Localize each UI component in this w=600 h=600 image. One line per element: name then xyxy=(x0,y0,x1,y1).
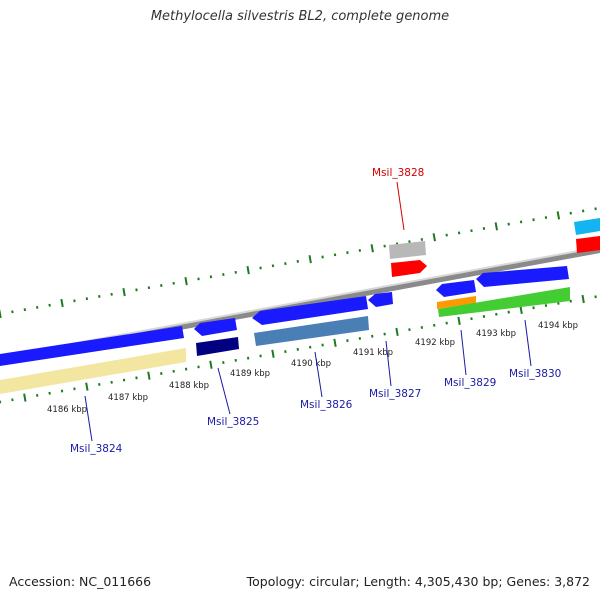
major-tick xyxy=(122,287,126,297)
major-tick xyxy=(370,244,374,253)
map-title: Methylocella silvestris BL2, complete ge… xyxy=(150,9,450,24)
scale-label: 4190 kbp xyxy=(291,359,331,369)
gene-arrow-3824 xyxy=(0,326,184,366)
highlight-features xyxy=(389,241,427,277)
major-tick xyxy=(60,298,64,308)
inner-tick-track xyxy=(0,294,597,404)
gene-label[interactable]: Msil_3826 xyxy=(300,399,353,411)
cds-bar-3826 xyxy=(254,316,369,346)
major-tick xyxy=(85,382,89,391)
gene-arrow-cyan xyxy=(574,218,600,235)
scale-labels: 4186 kbp 4187 kbp 4188 kbp 4189 kbp 4190 kbp… xyxy=(47,321,578,415)
gene-arrow-3829 xyxy=(436,280,476,297)
scale-label: 4186 kbp xyxy=(47,405,87,415)
gene-gray-3828 xyxy=(389,241,426,259)
cds-bar-3824 xyxy=(0,348,186,394)
label-leader-line xyxy=(217,367,231,415)
forward-features xyxy=(0,218,600,366)
label-leader-line xyxy=(524,319,532,367)
cds-features xyxy=(0,236,600,394)
label-leader-line xyxy=(396,181,405,231)
gene-labels: Msil_3824 Msil_3825 Msil_3826 Msil_3827 Msil… xyxy=(70,167,561,455)
gene-label[interactable]: Msil_3830 xyxy=(509,368,561,380)
major-tick xyxy=(556,211,561,220)
scale-label: 4194 kbp xyxy=(538,321,578,331)
label-leader-line xyxy=(460,329,467,376)
major-tick xyxy=(0,309,2,319)
outer-tick-track xyxy=(0,207,597,319)
label-leader-line xyxy=(385,340,392,387)
cds-bar-3825 xyxy=(196,337,239,356)
major-tick xyxy=(23,393,27,402)
major-tick xyxy=(147,371,151,380)
gene-arrow-3830 xyxy=(476,266,569,287)
gene-label[interactable]: Msil_3828 xyxy=(372,167,424,179)
gene-label[interactable]: Msil_3825 xyxy=(207,416,259,428)
scale-label: 4187 kbp xyxy=(108,393,148,403)
gene-arrow-3825 xyxy=(194,318,237,336)
label-leader-line xyxy=(314,351,323,398)
cds-bar-orange xyxy=(437,296,476,309)
major-tick xyxy=(333,338,337,347)
scale-label: 4188 kbp xyxy=(169,381,209,391)
gene-arrow-3827 xyxy=(368,292,393,307)
cds-bar-green xyxy=(438,287,570,317)
major-tick xyxy=(184,277,188,286)
scale-label: 4191 kbp xyxy=(353,348,393,358)
gene-label[interactable]: Msil_3829 xyxy=(444,377,496,389)
major-tick xyxy=(209,360,213,369)
major-tick xyxy=(457,316,461,326)
major-tick xyxy=(519,305,523,315)
accession-text: Accession: NC_011666 xyxy=(9,574,152,589)
gene-arrow-3826 xyxy=(252,296,368,325)
scale-label: 4192 kbp xyxy=(415,338,455,348)
scale-label: 4189 kbp xyxy=(230,369,270,379)
major-tick xyxy=(581,294,585,304)
gene-label[interactable]: Msil_3827 xyxy=(369,388,421,400)
major-tick xyxy=(246,266,250,275)
major-tick xyxy=(271,349,275,358)
major-tick xyxy=(432,233,436,242)
major-tick xyxy=(494,222,498,231)
label-leader-line xyxy=(84,395,93,442)
major-tick xyxy=(395,327,399,336)
cds-bar-red-right xyxy=(576,236,600,253)
genome-summary: Topology: circular; Length: 4,305,430 bp… xyxy=(246,574,590,589)
major-tick xyxy=(308,255,312,264)
scale-label: 4193 kbp xyxy=(476,329,516,339)
gene-label[interactable]: Msil_3824 xyxy=(70,443,123,455)
gene-red-3828 xyxy=(391,260,427,277)
